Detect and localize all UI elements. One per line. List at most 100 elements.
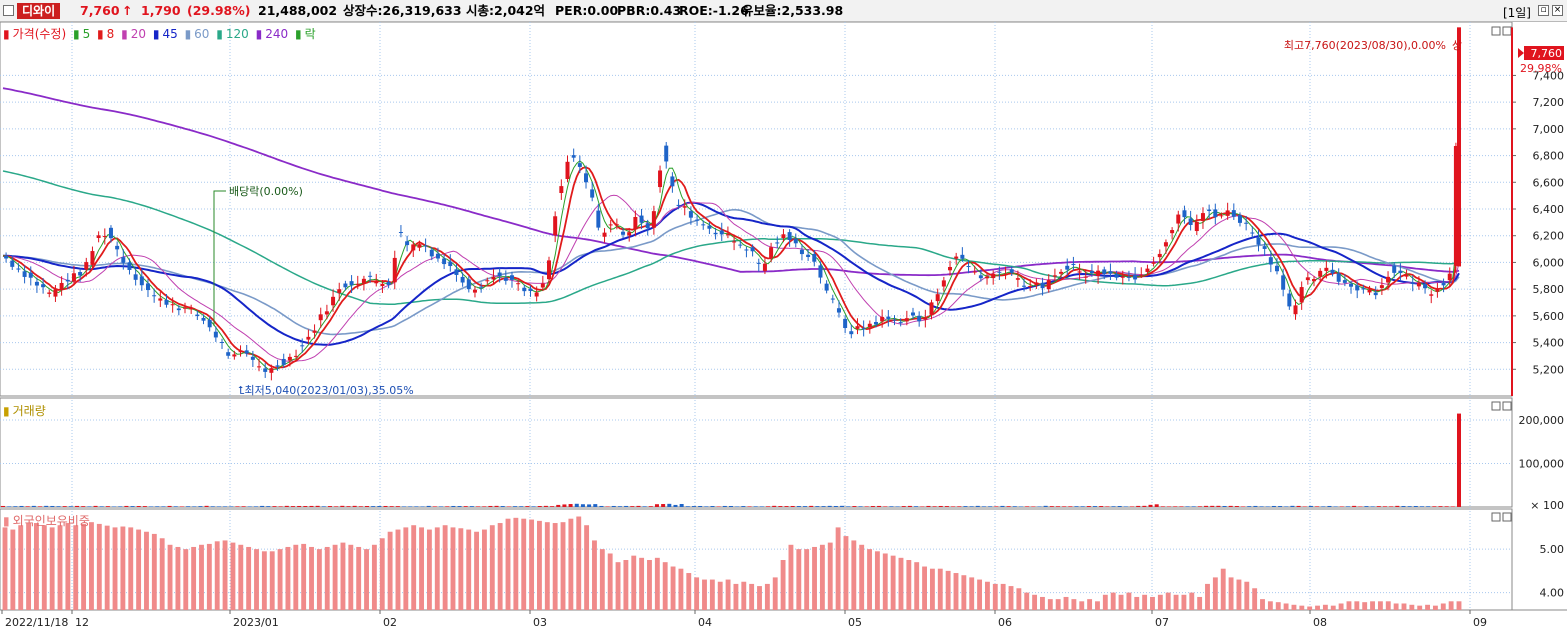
candle-body	[917, 315, 922, 322]
foreign-bar	[537, 520, 542, 610]
foreign-bar	[772, 577, 778, 610]
legend-ma240: 240	[265, 27, 289, 41]
x-tick-label: 09	[1473, 616, 1487, 629]
foreign-bar	[843, 536, 849, 610]
restore-icon[interactable]: ▫	[1538, 5, 1549, 16]
volume-bar	[1407, 506, 1412, 507]
volume-bar	[1222, 505, 1227, 507]
volume-bar	[1179, 506, 1184, 507]
foreign-pane	[0, 508, 1513, 611]
price-pane-restore-icon[interactable]	[1491, 26, 1501, 36]
foreign-bar	[340, 542, 346, 610]
candle-body	[1244, 222, 1249, 224]
volume-bar	[667, 503, 672, 507]
period-selector[interactable]: [1일]	[1502, 6, 1531, 20]
candle-body	[664, 145, 669, 162]
volume-bar	[907, 505, 912, 507]
foreign-bar	[1244, 581, 1250, 610]
x-tick-label: 03	[533, 616, 547, 629]
volume-bar	[543, 505, 548, 507]
candle-body	[769, 247, 774, 258]
volume-bar	[1148, 504, 1153, 507]
candle-body	[1046, 280, 1051, 290]
price-pane-close-icon[interactable]	[1502, 26, 1512, 36]
ma20-line	[2, 194, 1460, 362]
volume-bar	[7, 506, 12, 507]
last-pct-label: 29.98%	[1520, 62, 1562, 75]
foreign-bar	[81, 523, 87, 610]
candle-body	[318, 314, 323, 321]
candle-body	[213, 331, 218, 338]
volume-bar	[56, 506, 61, 507]
candle-body	[380, 283, 385, 287]
foreign-pane-restore-icon[interactable]	[1491, 512, 1501, 522]
foreign-bar	[741, 581, 747, 610]
foreign-bar	[18, 525, 24, 610]
volume-bar	[587, 504, 592, 507]
foreign-bar	[1032, 594, 1038, 610]
foreign-bar	[474, 531, 480, 610]
volume-bar	[525, 506, 530, 507]
candle-body	[183, 307, 187, 309]
candle-body	[972, 271, 977, 273]
foreign-bar	[984, 581, 990, 610]
foreign-bar	[1110, 592, 1116, 610]
candle-body	[28, 272, 33, 278]
legend-price: 가격(수정)	[12, 27, 67, 41]
foreign-bar	[1165, 592, 1171, 610]
foreign-bar	[1095, 601, 1100, 610]
foreign-bar	[73, 525, 79, 610]
foreign-bar	[1071, 599, 1077, 610]
volume-bar	[574, 503, 579, 507]
price-tick-label: 7,000	[1533, 123, 1565, 136]
close-icon[interactable]: ×	[1552, 5, 1563, 16]
candle-body	[1083, 276, 1088, 278]
volume-bar	[352, 505, 357, 507]
chart-area[interactable]: 5,200 5,400 5,600 5,800 6,000 6,200 6,400 6,600…	[0, 22, 1567, 630]
candle-body	[935, 294, 940, 302]
candle-body	[670, 176, 675, 187]
volume-bar	[278, 506, 283, 507]
reserve-ratio: 유보율:2,533.98	[742, 3, 844, 18]
stock-name[interactable]: 디와이	[17, 3, 61, 19]
candle-body	[466, 279, 471, 290]
candle-body	[824, 283, 829, 291]
candle-body	[886, 316, 891, 319]
volume-bar	[1210, 505, 1215, 507]
foreign-bar	[1401, 603, 1407, 610]
volume-pane-restore-icon[interactable]	[1491, 401, 1501, 411]
volume-bar	[463, 506, 468, 507]
volume-bar	[1049, 506, 1054, 507]
volume-legend: ▮ 거래량	[3, 404, 46, 418]
candle-body	[1157, 253, 1162, 258]
candle-body	[608, 224, 613, 226]
volume-bar	[1185, 506, 1190, 507]
candle-body	[682, 206, 687, 208]
candle-body	[1231, 210, 1236, 217]
volume-bar	[31, 505, 36, 507]
volume-bar	[1080, 506, 1085, 507]
candle-body	[448, 261, 453, 267]
foreign-bar	[112, 527, 118, 610]
foreign-bar	[89, 522, 94, 610]
foreign-pane-close-icon[interactable]	[1502, 512, 1512, 522]
volume-pane-close-icon[interactable]	[1502, 401, 1512, 411]
candle-body	[651, 211, 656, 228]
volume-bar	[654, 504, 659, 507]
volume-bar	[1259, 506, 1264, 507]
volume-bar	[735, 506, 740, 507]
foreign-bar	[1024, 592, 1030, 610]
foreign-bar	[584, 525, 590, 610]
candle-body	[59, 282, 64, 290]
candle-body	[547, 260, 551, 280]
volume-bar	[1000, 505, 1005, 507]
foreign-bar	[1362, 602, 1368, 610]
candle-body	[1392, 265, 1397, 273]
select-checkbox[interactable]	[3, 5, 14, 16]
candle-body	[1312, 279, 1317, 282]
volume-bar	[691, 506, 696, 507]
volume-bar	[149, 506, 154, 507]
candle-body	[10, 260, 15, 267]
foreign-bar	[96, 523, 102, 610]
candle-body	[756, 262, 761, 264]
